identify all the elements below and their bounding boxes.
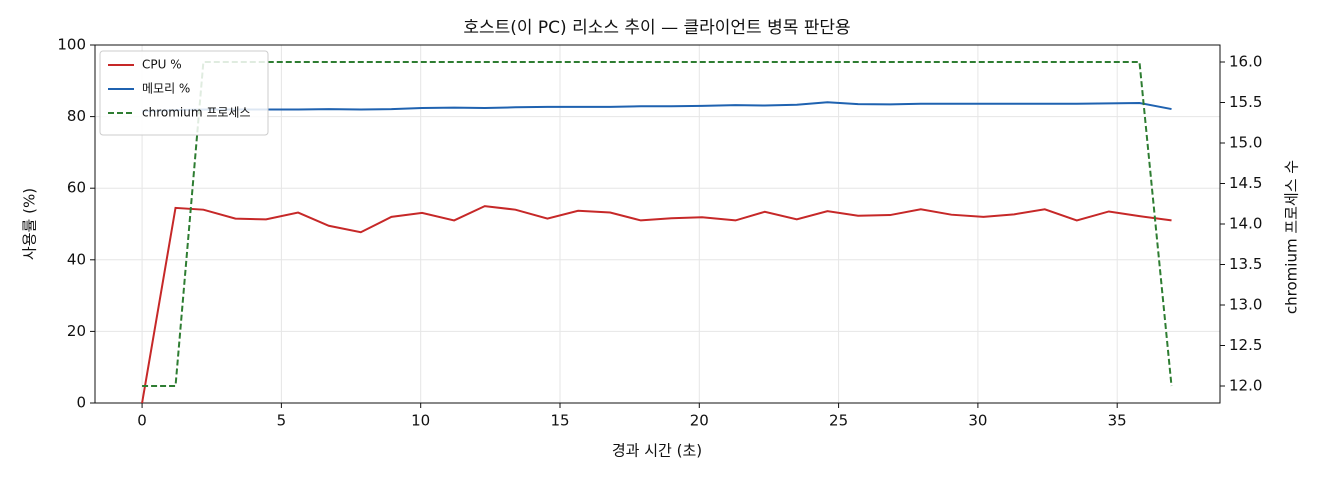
x-tick-label: 35 [1108, 412, 1127, 430]
x-tick-label: 0 [137, 412, 147, 430]
y-tick-label: 80 [67, 107, 86, 125]
y-tick-label: 60 [67, 179, 86, 197]
y2-tick-label: 13.0 [1229, 295, 1262, 313]
y-tick-label: 0 [76, 394, 86, 412]
y-tick-label: 40 [67, 250, 86, 268]
legend-label: CPU % [142, 58, 182, 72]
y2-tick-label: 13.5 [1229, 255, 1262, 273]
legend: CPU % 메모리 % chromium 프로세스 [99, 50, 269, 136]
y-tick-label: 20 [67, 322, 86, 340]
series-line [142, 61, 1173, 387]
y-tick-label: 100 [57, 36, 86, 54]
y-axis-label: 사용률 (%) [21, 188, 39, 260]
series-line [142, 101, 1172, 113]
series-line [141, 205, 1172, 404]
x-tick-label: 5 [277, 412, 287, 430]
chart-title: 호스트(이 PC) 리소스 추이 — 클라이언트 병목 판단용 [463, 18, 850, 38]
plot-frame [94, 44, 1221, 404]
y2-tick-label: 12.5 [1229, 336, 1262, 354]
x-tick-label: 25 [829, 412, 848, 430]
y2-tick-label: 16.0 [1229, 53, 1262, 71]
legend-label: chromium 프로세스 [142, 106, 251, 120]
legend-box [99, 50, 269, 136]
y2-tick-label: 12.0 [1229, 376, 1262, 394]
x-tick-label: 10 [411, 412, 430, 430]
x-tick-label: 30 [968, 412, 987, 430]
y2-tick-label: 15.0 [1229, 134, 1262, 152]
y2-tick-label: 14.0 [1229, 215, 1262, 233]
y2-axis-label: chromium 프로세스 수 [1283, 160, 1301, 314]
x-axis-label: 경과 시간 (초) [612, 442, 702, 460]
y2-tick-label: 15.5 [1229, 93, 1262, 111]
x-tick-label: 15 [550, 412, 569, 430]
y2-tick-label: 14.5 [1229, 174, 1262, 192]
x-tick-label: 20 [690, 412, 709, 430]
legend-label: 메모리 % [142, 82, 190, 96]
